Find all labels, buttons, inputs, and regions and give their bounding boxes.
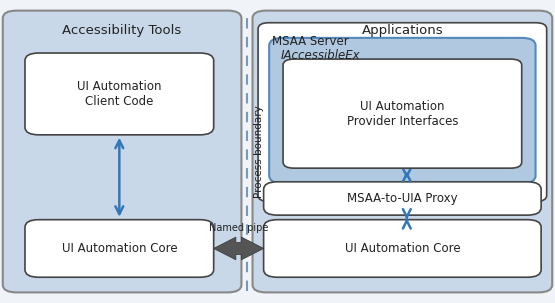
Polygon shape <box>214 237 264 260</box>
Text: Named pipe: Named pipe <box>209 222 268 233</box>
FancyBboxPatch shape <box>25 53 214 135</box>
FancyBboxPatch shape <box>258 23 547 201</box>
Text: Applications: Applications <box>361 24 443 37</box>
FancyBboxPatch shape <box>283 59 522 168</box>
FancyBboxPatch shape <box>264 182 541 215</box>
FancyBboxPatch shape <box>3 11 241 292</box>
Text: UI Automation Core: UI Automation Core <box>62 242 177 255</box>
Text: UI Automation
Provider Interfaces: UI Automation Provider Interfaces <box>347 100 458 128</box>
FancyBboxPatch shape <box>269 38 536 183</box>
Text: UI Automation
Client Code: UI Automation Client Code <box>77 80 162 108</box>
Text: MSAA Server: MSAA Server <box>272 35 349 48</box>
Text: Accessibility Tools: Accessibility Tools <box>63 24 181 37</box>
Text: MSAA-to-UIA Proxy: MSAA-to-UIA Proxy <box>347 192 458 205</box>
FancyBboxPatch shape <box>264 220 541 277</box>
Text: Process boundary: Process boundary <box>254 105 264 198</box>
FancyBboxPatch shape <box>253 11 552 292</box>
Text: IAccessibleEx: IAccessibleEx <box>280 49 360 62</box>
FancyBboxPatch shape <box>25 220 214 277</box>
Text: UI Automation Core: UI Automation Core <box>345 242 460 255</box>
